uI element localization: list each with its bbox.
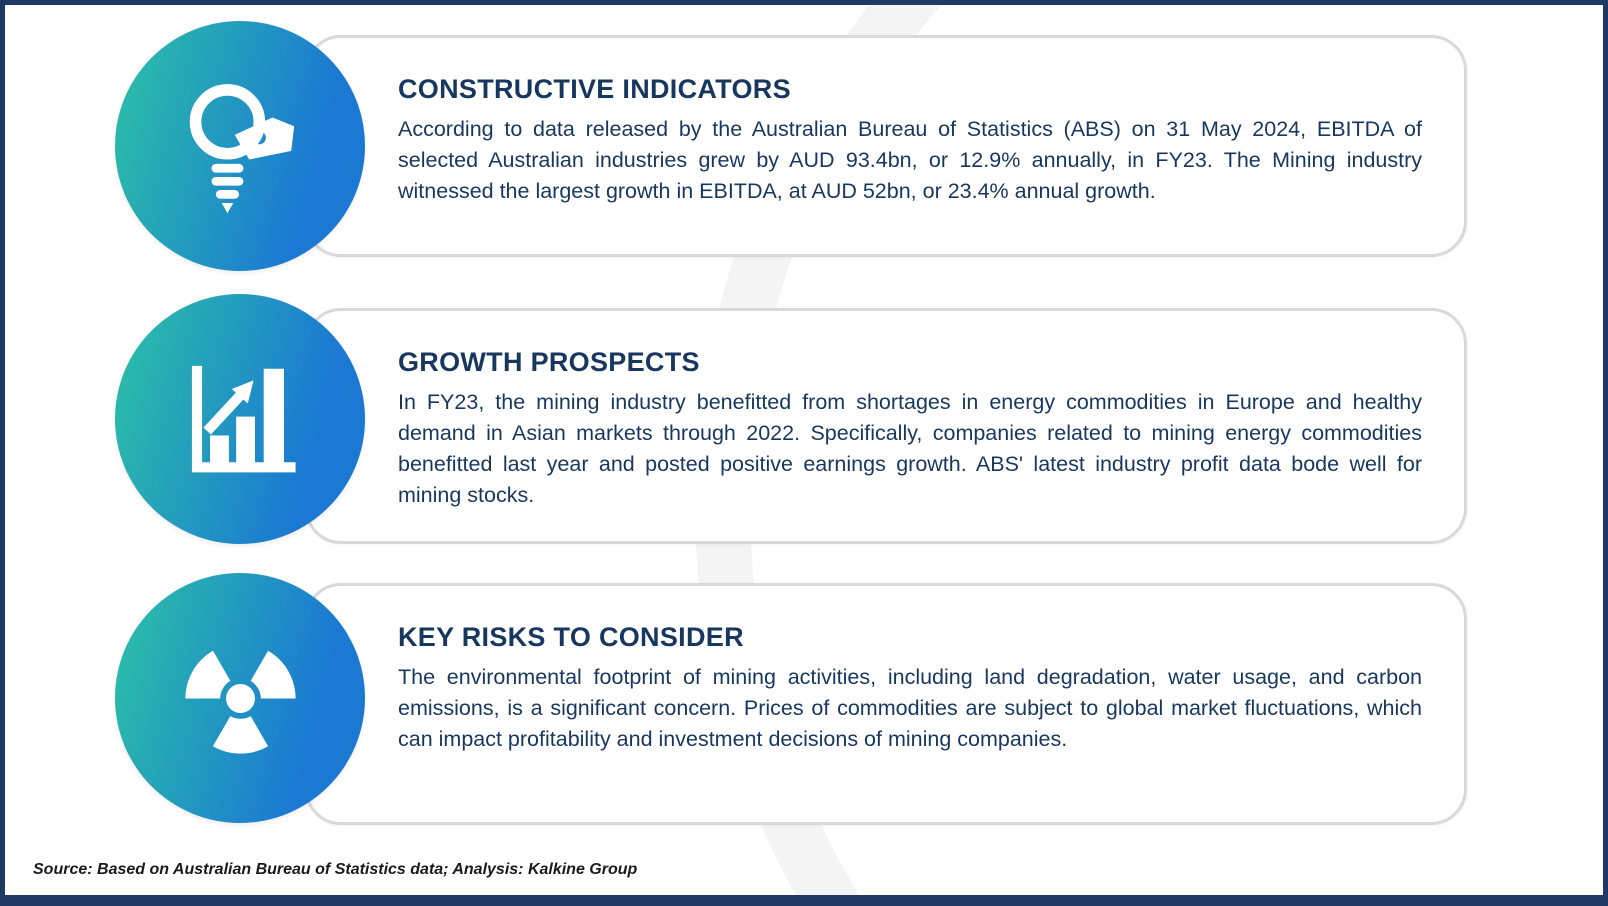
section-title: CONSTRUCTIVE INDICATORS [398, 74, 791, 104]
growth-prospects-card: GROWTH PROSPECTS In FY23, the mining ind… [305, 308, 1467, 544]
constructive-indicators-card: CONSTRUCTIVE INDICATORS According to dat… [305, 35, 1467, 257]
section-title: GROWTH PROSPECTS [398, 347, 700, 377]
lightbulb-tag-icon [189, 83, 294, 213]
radiation-hazard-icon [184, 650, 296, 754]
key-risks-card: KEY RISKS TO CONSIDER The environmental … [305, 583, 1467, 825]
source-note: Source: Based on Australian Bureau of St… [33, 861, 638, 878]
risk-badge [115, 573, 365, 823]
section-body: According to data released by the Austra… [398, 117, 1422, 203]
bar-chart-growth-icon [191, 365, 296, 472]
section-title: KEY RISKS TO CONSIDER [398, 622, 744, 652]
idea-badge [115, 21, 365, 271]
section-body: In FY23, the mining industry benefitted … [398, 390, 1422, 507]
growth-badge [115, 294, 365, 544]
section-body: The environmental footprint of mining ac… [398, 665, 1422, 751]
